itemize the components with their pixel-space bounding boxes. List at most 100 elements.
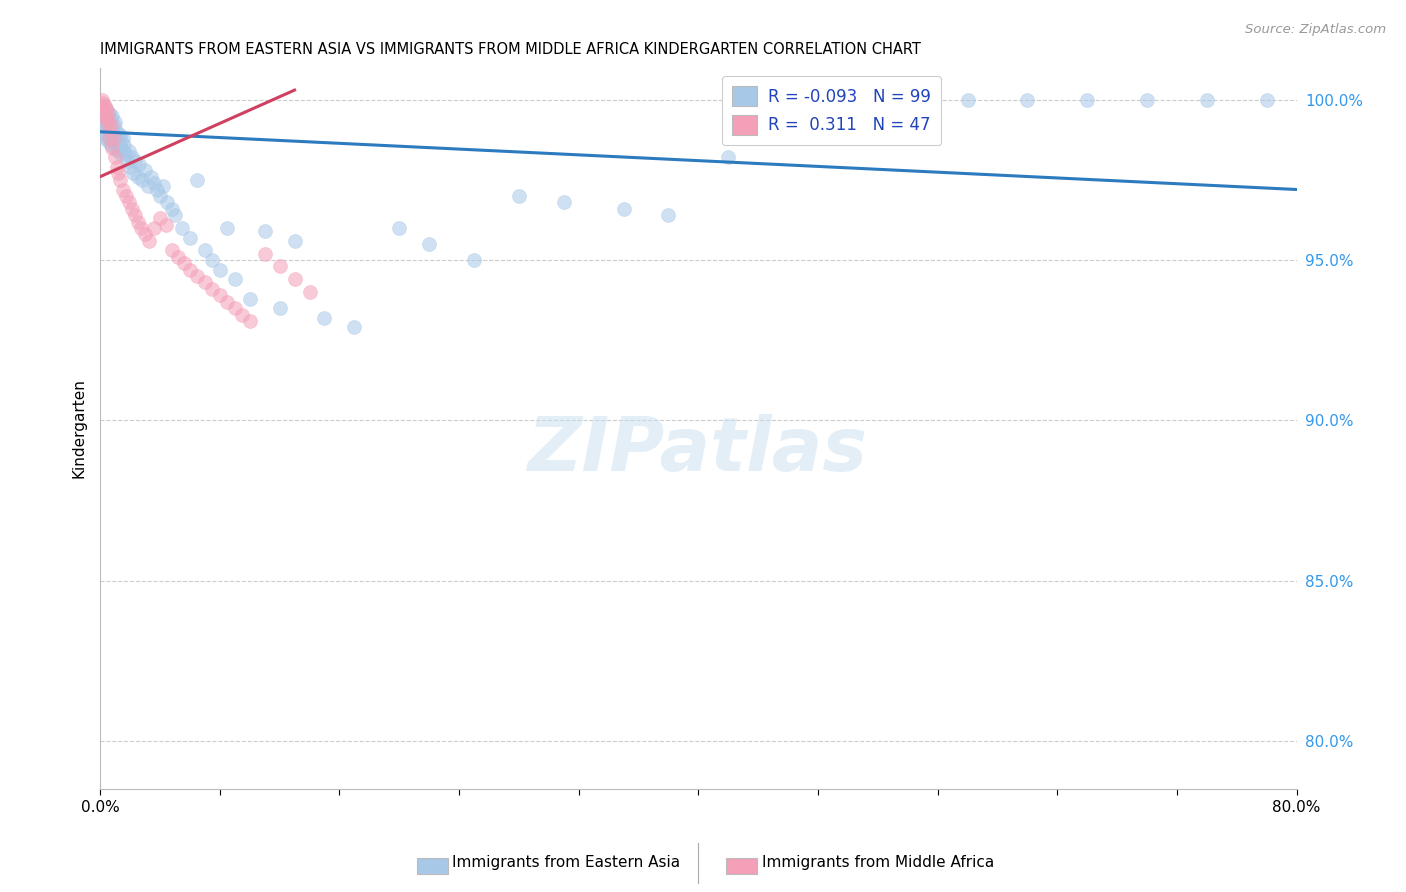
Point: [253, 224, 276, 238]
Point: [224, 272, 246, 286]
Point: [201, 282, 224, 296]
Text: ZIPatlas: ZIPatlas: [529, 414, 869, 486]
Point: [128, 157, 150, 171]
Point: [127, 169, 149, 184]
Point: [93, 109, 115, 123]
Point: [107, 144, 129, 158]
Point: [94, 103, 117, 117]
Point: [107, 131, 129, 145]
Point: [108, 128, 131, 142]
Point: [110, 135, 132, 149]
Point: [138, 234, 160, 248]
Point: [93, 105, 115, 120]
Point: [283, 234, 305, 248]
Point: [208, 262, 231, 277]
Point: [98, 119, 121, 133]
Point: [186, 173, 208, 187]
Point: [152, 179, 174, 194]
Point: [160, 244, 183, 258]
Point: [100, 137, 122, 152]
Point: [283, 272, 305, 286]
Point: [105, 125, 128, 139]
Point: [155, 218, 177, 232]
Point: [111, 182, 134, 196]
Point: [1195, 93, 1218, 107]
Point: [208, 288, 231, 302]
Point: [108, 173, 131, 187]
Point: [463, 253, 485, 268]
Point: [100, 112, 122, 126]
Point: [90, 109, 112, 123]
Point: [97, 115, 120, 129]
Point: [98, 105, 121, 120]
Point: [104, 115, 127, 129]
Point: [269, 260, 291, 274]
Text: Immigrants from Middle Africa: Immigrants from Middle Africa: [762, 855, 994, 870]
Point: [217, 294, 239, 309]
Point: [194, 276, 217, 290]
Point: [101, 135, 124, 149]
Point: [127, 214, 149, 228]
Point: [613, 202, 636, 216]
Point: [179, 262, 201, 277]
Point: [93, 99, 115, 113]
Point: [101, 141, 124, 155]
Point: [94, 112, 117, 126]
Point: [94, 128, 117, 142]
Point: [104, 128, 127, 142]
Point: [231, 308, 253, 322]
Point: [167, 250, 190, 264]
Point: [101, 121, 124, 136]
Point: [98, 131, 121, 145]
Point: [172, 221, 194, 235]
Point: [956, 93, 979, 107]
Y-axis label: Kindergarten: Kindergarten: [72, 378, 86, 478]
Point: [118, 160, 141, 174]
Point: [124, 153, 146, 168]
Point: [298, 285, 321, 299]
Point: [778, 125, 800, 139]
Point: [98, 131, 121, 145]
Point: [103, 131, 125, 145]
Point: [94, 103, 117, 117]
Point: [149, 211, 172, 226]
Point: [121, 202, 143, 216]
Point: [1017, 93, 1039, 107]
Point: [553, 195, 575, 210]
Point: [239, 314, 262, 328]
Point: [91, 95, 114, 110]
Point: [239, 292, 262, 306]
Point: [112, 137, 135, 152]
Point: [98, 121, 121, 136]
Point: [117, 144, 139, 158]
Point: [91, 125, 114, 139]
Point: [107, 166, 129, 180]
Point: [129, 221, 152, 235]
Point: [93, 119, 115, 133]
Text: Source: ZipAtlas.com: Source: ZipAtlas.com: [1246, 23, 1386, 37]
Point: [91, 103, 114, 117]
Point: [111, 131, 134, 145]
Point: [156, 195, 179, 210]
Point: [90, 99, 112, 113]
Point: [100, 125, 122, 139]
Point: [1315, 93, 1337, 107]
Point: [897, 103, 920, 117]
Point: [160, 202, 183, 216]
Point: [93, 131, 115, 145]
Text: Immigrants from Eastern Asia: Immigrants from Eastern Asia: [453, 855, 681, 870]
Point: [105, 160, 128, 174]
Point: [103, 119, 125, 133]
Point: [143, 176, 166, 190]
Point: [173, 256, 195, 270]
Point: [1360, 93, 1382, 107]
Point: [418, 237, 440, 252]
Point: [122, 166, 145, 180]
Point: [111, 144, 134, 158]
Point: [105, 137, 128, 152]
Point: [837, 115, 859, 129]
Point: [121, 150, 143, 164]
Point: [146, 182, 169, 196]
Point: [201, 253, 224, 268]
Point: [108, 141, 131, 155]
